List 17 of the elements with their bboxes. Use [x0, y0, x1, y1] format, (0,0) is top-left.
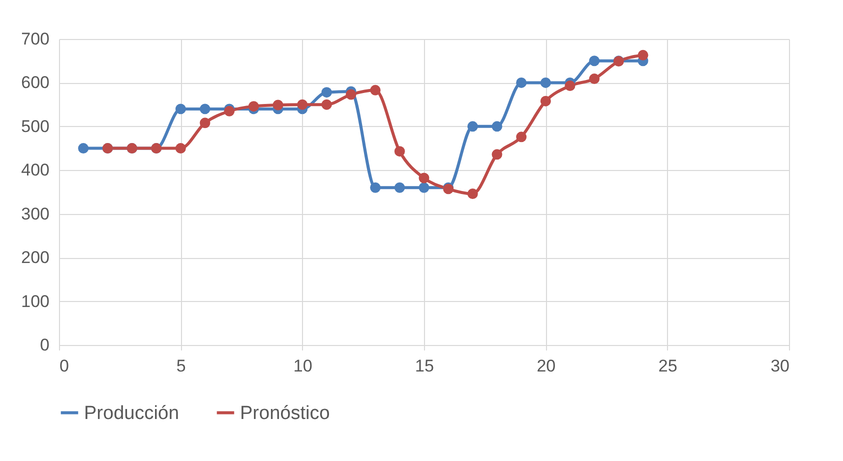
x-tick-label: 15 [415, 356, 434, 376]
x-tick-label: 25 [658, 356, 678, 376]
x-tick-label: 30 [770, 356, 790, 376]
legend-label: Producción [84, 402, 180, 424]
y-tick-label: 500 [21, 116, 50, 136]
legend-label: Pronóstico [240, 402, 330, 424]
x-tick-label: 0 [60, 356, 69, 376]
y-tick-label: 100 [21, 292, 50, 311]
x-tick-label: 10 [293, 356, 312, 376]
x-tick-label: 20 [536, 356, 556, 376]
y-tick-label: 700 [21, 30, 50, 48]
y-tick-label: 0 [40, 336, 50, 354]
y-tick-label: 400 [21, 160, 50, 180]
y-tick-label: 200 [21, 248, 50, 268]
x-tick-label: 5 [176, 356, 186, 376]
y-tick-label: 600 [21, 73, 50, 92]
y-tick-label: 300 [21, 204, 50, 224]
